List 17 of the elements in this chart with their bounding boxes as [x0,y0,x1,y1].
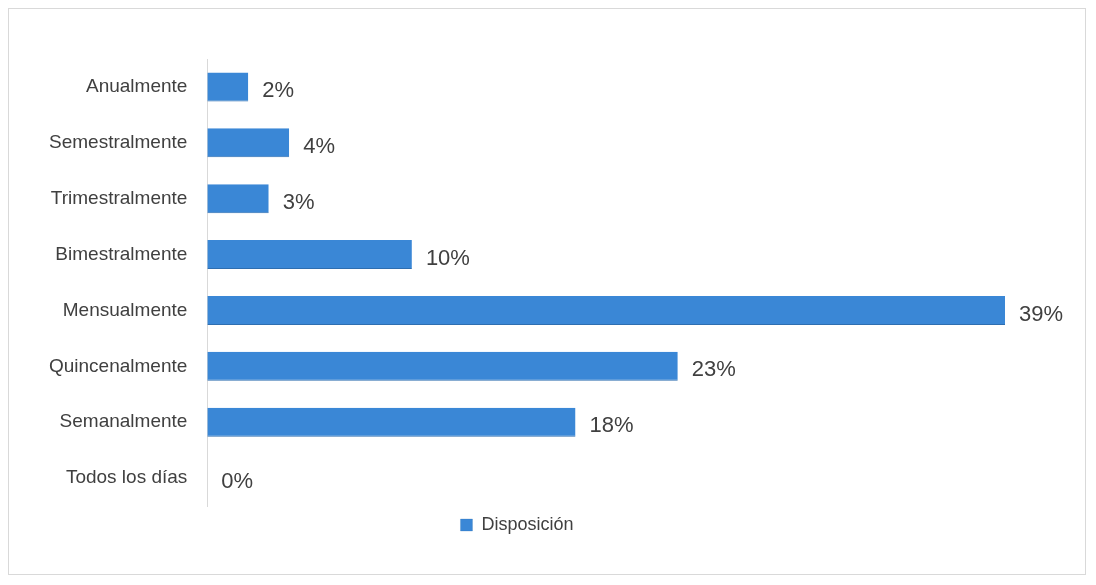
y-tick-label: Todos los días [65,466,188,488]
data-label: 3% [282,188,315,214]
data-label: 4% [303,132,335,158]
y-tick-label: Bimestralmente [55,242,188,264]
data-label: 10% [425,244,470,270]
y-tick-label: Semanalmente [59,410,188,432]
y-tick-label: Mensualmente [62,298,188,320]
legend-label: Disposición [481,513,574,534]
y-tick-label: Quincenalmente [48,354,188,376]
data-label: 18% [589,412,634,438]
y-tick-label: Anualmente [85,75,188,97]
data-label: 23% [691,356,736,382]
y-tick-label: Trimestralmente [50,186,188,208]
data-label: 0% [221,468,254,494]
data-label: 39% [1019,300,1064,326]
data-label: 2% [262,77,295,102]
y-tick-label: Semestralmente [49,131,188,153]
